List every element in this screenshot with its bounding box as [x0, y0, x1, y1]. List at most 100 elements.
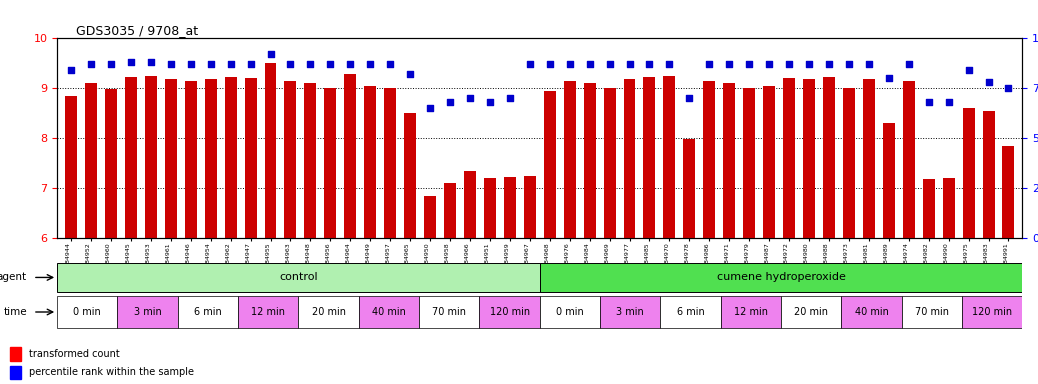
- FancyBboxPatch shape: [842, 296, 902, 328]
- Text: 40 min: 40 min: [372, 307, 406, 317]
- Bar: [564, 81, 576, 384]
- Bar: [345, 74, 356, 384]
- Text: 120 min: 120 min: [490, 307, 529, 317]
- Point: [103, 61, 119, 68]
- Bar: [663, 76, 676, 384]
- Bar: [1003, 146, 1014, 384]
- Point: [621, 61, 637, 68]
- Point: [62, 67, 79, 73]
- Text: 12 min: 12 min: [251, 307, 285, 317]
- Bar: [544, 91, 555, 384]
- Point: [142, 59, 159, 65]
- Text: 3 min: 3 min: [134, 307, 162, 317]
- FancyBboxPatch shape: [359, 296, 419, 328]
- Text: 0 min: 0 min: [74, 307, 101, 317]
- Bar: [85, 83, 97, 384]
- Text: GDS3035 / 9708_at: GDS3035 / 9708_at: [77, 24, 198, 37]
- FancyBboxPatch shape: [781, 296, 842, 328]
- Bar: [503, 177, 516, 384]
- Point: [222, 61, 239, 68]
- Bar: [245, 78, 256, 384]
- Bar: [823, 77, 835, 384]
- FancyBboxPatch shape: [902, 296, 962, 328]
- Point: [302, 61, 319, 68]
- Bar: [65, 96, 77, 384]
- Point: [382, 61, 399, 68]
- Bar: [464, 170, 476, 384]
- Text: 3 min: 3 min: [617, 307, 645, 317]
- FancyBboxPatch shape: [600, 296, 660, 328]
- Point: [661, 61, 678, 68]
- Bar: [224, 77, 237, 384]
- Point: [442, 99, 459, 105]
- Bar: [304, 83, 317, 384]
- Point: [721, 61, 738, 68]
- Text: control: control: [279, 272, 318, 283]
- Point: [421, 105, 438, 111]
- FancyBboxPatch shape: [57, 263, 540, 292]
- Point: [701, 61, 717, 68]
- Text: agent: agent: [0, 272, 27, 283]
- Bar: [863, 79, 875, 384]
- Bar: [743, 88, 756, 384]
- Text: 6 min: 6 min: [194, 307, 222, 317]
- Bar: [364, 86, 376, 384]
- Bar: [704, 81, 715, 384]
- Point: [940, 99, 957, 105]
- Bar: [923, 179, 934, 384]
- Text: time: time: [3, 307, 27, 317]
- Point: [880, 75, 897, 81]
- Bar: [723, 83, 735, 384]
- Bar: [783, 78, 795, 384]
- Bar: [324, 88, 336, 384]
- Point: [263, 51, 279, 58]
- Bar: [145, 76, 157, 384]
- Bar: [484, 178, 496, 384]
- Point: [542, 61, 558, 68]
- Bar: [265, 63, 276, 384]
- Text: 40 min: 40 min: [854, 307, 889, 317]
- FancyBboxPatch shape: [117, 296, 177, 328]
- Point: [581, 61, 598, 68]
- Point: [841, 61, 857, 68]
- Bar: [644, 77, 655, 384]
- Bar: [105, 89, 117, 384]
- Point: [741, 61, 758, 68]
- Bar: [843, 88, 855, 384]
- Bar: [983, 111, 994, 384]
- Point: [980, 79, 996, 85]
- FancyBboxPatch shape: [540, 263, 1022, 292]
- Point: [122, 59, 139, 65]
- Bar: [125, 77, 137, 384]
- Point: [521, 61, 538, 68]
- Point: [800, 61, 817, 68]
- Bar: [10, 366, 21, 379]
- Bar: [425, 195, 436, 384]
- Point: [501, 95, 518, 101]
- Bar: [962, 108, 975, 384]
- Point: [83, 61, 100, 68]
- Bar: [524, 175, 536, 384]
- Point: [900, 61, 917, 68]
- Bar: [284, 81, 297, 384]
- Text: 0 min: 0 min: [556, 307, 583, 317]
- Text: 12 min: 12 min: [734, 307, 768, 317]
- Text: 120 min: 120 min: [973, 307, 1012, 317]
- FancyBboxPatch shape: [480, 296, 540, 328]
- Point: [562, 61, 578, 68]
- Text: 70 min: 70 min: [914, 307, 949, 317]
- FancyBboxPatch shape: [299, 296, 359, 328]
- Bar: [384, 88, 397, 384]
- Point: [1001, 85, 1017, 91]
- Bar: [943, 178, 955, 384]
- Bar: [683, 139, 695, 384]
- Point: [921, 99, 937, 105]
- Bar: [10, 347, 21, 361]
- FancyBboxPatch shape: [238, 296, 299, 328]
- Text: cumene hydroperoxide: cumene hydroperoxide: [716, 272, 846, 283]
- Bar: [603, 88, 616, 384]
- Point: [960, 67, 977, 73]
- Point: [183, 61, 199, 68]
- Point: [202, 61, 219, 68]
- FancyBboxPatch shape: [540, 296, 600, 328]
